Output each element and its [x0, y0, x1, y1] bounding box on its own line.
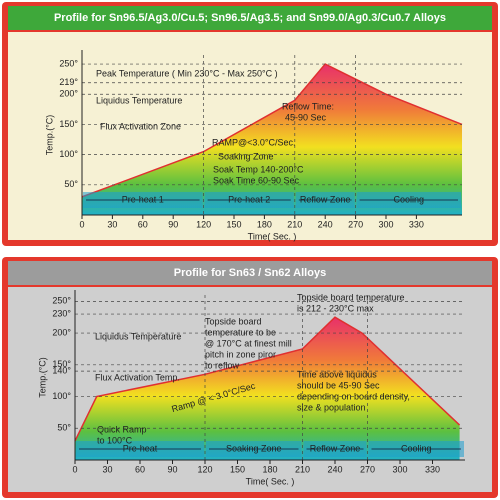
profile-line — [74, 316, 461, 442]
annotation: Topside board — [205, 316, 262, 326]
y-tick-label: 100° — [52, 391, 71, 401]
y-tick-label: 200° — [59, 89, 78, 99]
y-tick-label: 50° — [64, 179, 78, 189]
x-tick-label: 210 — [295, 464, 310, 474]
annotation: temperature to be — [205, 327, 276, 337]
x-axis-title: Time( Sec. ) — [246, 476, 295, 486]
title-bar — [8, 6, 492, 30]
area-fill — [75, 317, 460, 460]
zone-label: Cooling — [394, 194, 425, 204]
annotation: is 212 - 230°C max — [297, 303, 374, 313]
chart-title: Profile for Sn96.5/Ag3.0/Cu.5; Sn96.5/Ag… — [54, 12, 446, 24]
y-tick-label: 250° — [52, 296, 71, 306]
zone-label: Pre-heat 2 — [228, 194, 270, 204]
x-tick-label: 90 — [167, 464, 177, 474]
zone-label: Soaking Zone — [226, 443, 282, 453]
zone-label: Cooling — [401, 443, 432, 453]
annotation: RAMP@<3.0°C/Sec. — [212, 137, 296, 147]
profile-line — [81, 63, 463, 198]
annotation: @ 170°C at finest mill — [205, 338, 292, 348]
annotation: depending on board density, — [297, 391, 410, 401]
annotation: should be 45-90 Sec — [297, 380, 380, 390]
zone-label: Pre-heat 1 — [122, 194, 164, 204]
x-tick-label: 300 — [378, 219, 393, 229]
annotation: Flux Activation Temp. — [95, 372, 180, 382]
x-tick-label: 180 — [262, 464, 277, 474]
x-tick-label: 30 — [102, 464, 112, 474]
x-tick-label: 120 — [196, 219, 211, 229]
y-axis-title: Temp.(°C) — [44, 115, 54, 156]
annotation: to reflow — [205, 360, 240, 370]
x-tick-label: 30 — [107, 219, 117, 229]
x-tick-label: 330 — [409, 219, 424, 229]
x-tick-label: 240 — [318, 219, 333, 229]
y-tick-label: 100° — [59, 149, 78, 159]
annotation: to 100°C — [97, 435, 133, 445]
x-tick-label: 120 — [197, 464, 212, 474]
annotation: Soak Temp 140-200°C — [213, 164, 304, 174]
y-tick-label: 140° — [52, 366, 71, 376]
chart-title: Profile for Sn63 / Sn62 Alloys — [174, 267, 326, 279]
annotation: Quick Ramp — [97, 424, 147, 434]
y-tick-label: 250° — [59, 58, 78, 68]
x-tick-label: 210 — [287, 219, 302, 229]
x-tick-label: 330 — [425, 464, 440, 474]
annotation: Liquidus Temperature — [96, 95, 182, 105]
x-tick-label: 240 — [327, 464, 342, 474]
annotation: Topside board temperature — [297, 292, 405, 302]
annotation: Soak Time 60-90 Sec — [213, 175, 300, 185]
x-tick-label: 180 — [257, 219, 272, 229]
x-axis-title: Time( Sec. ) — [248, 231, 297, 241]
x-tick-label: 90 — [168, 219, 178, 229]
x-tick-label: 0 — [72, 464, 77, 474]
annotation: Soaking Zone — [218, 151, 274, 161]
annotation: Time above liquidus — [297, 369, 377, 379]
zone-label: Reflow Zone — [300, 194, 351, 204]
y-tick-label: 200° — [52, 327, 71, 337]
x-tick-label: 0 — [79, 219, 84, 229]
y-tick-label: 150° — [52, 359, 71, 369]
x-tick-label: 150 — [230, 464, 245, 474]
annotation: Flux Activation Zone — [100, 121, 181, 131]
y-tick-label: 230° — [52, 308, 71, 318]
zone-label: Pre-heat — [123, 443, 158, 453]
annotation: pitch in zone piror — [205, 349, 276, 359]
annotation: 45-90 Sec — [285, 112, 327, 122]
y-tick-label: 219° — [59, 77, 78, 87]
x-tick-label: 60 — [138, 219, 148, 229]
zone-label: Reflow Zone — [310, 443, 361, 453]
x-tick-label: 60 — [135, 464, 145, 474]
x-tick-label: 270 — [360, 464, 375, 474]
x-tick-label: 270 — [348, 219, 363, 229]
y-axis-title: Temp.(°C) — [37, 357, 47, 398]
annotation: Peak Temperature ( Min 230°C - Max 250°C… — [96, 68, 278, 78]
y-tick-label: 50° — [57, 423, 71, 433]
y-tick-label: 150° — [59, 119, 78, 129]
x-tick-label: 300 — [392, 464, 407, 474]
area-fill — [82, 64, 462, 215]
annotation: Reflow Time: — [282, 101, 334, 111]
x-tick-label: 150 — [226, 219, 241, 229]
title-bar — [8, 261, 492, 285]
annotation: Liquidus Temperature — [95, 331, 181, 341]
annotation: size & population — [297, 402, 366, 412]
